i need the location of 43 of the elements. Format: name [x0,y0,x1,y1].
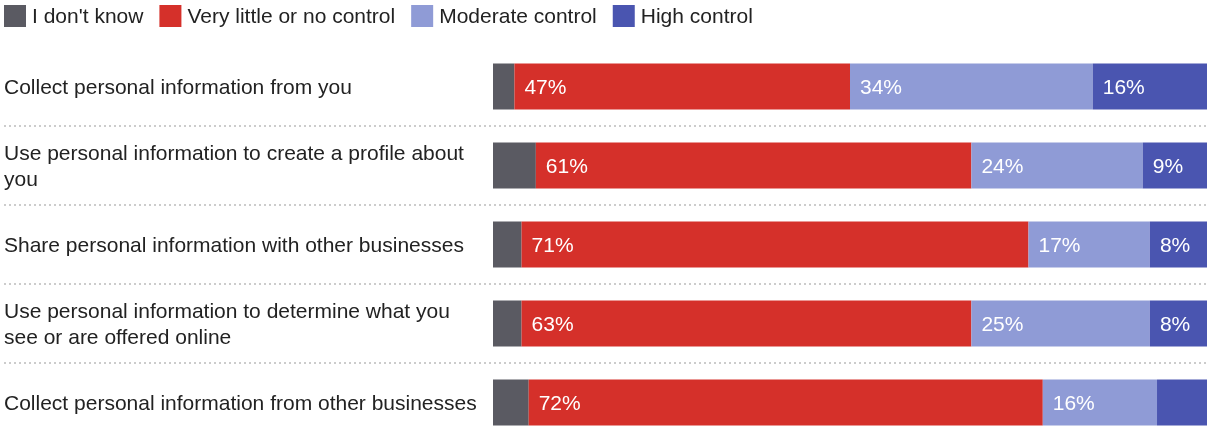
bar [850,63,1093,110]
bar [1092,63,1207,110]
y-tick-label: Collect personal information from other businesses [4,390,477,414]
bar [493,379,529,426]
bar [1028,221,1150,268]
bar [493,63,515,110]
data-label: 61% [545,153,588,177]
bar [528,379,1043,426]
data-label: 72% [538,390,581,414]
legend-label: High control [640,4,753,28]
bar [493,300,522,347]
bar [521,221,1029,268]
data-label: 8% [1159,311,1191,335]
data-label: 8% [1159,232,1191,256]
bar [493,142,536,189]
legend-label: Very little or no control [187,4,396,28]
data-label: 16% [1102,74,1145,98]
bar [1157,379,1207,426]
data-label: 25% [981,311,1024,335]
y-tick-label: Use personal information to create a profile about you [4,140,465,190]
legend-label: Moderate control [439,4,597,28]
bar [521,300,972,347]
data-label: 71% [531,232,574,256]
data-label: 34% [860,74,903,98]
bar [1149,300,1207,347]
bar [514,63,850,110]
data-label: 47% [524,74,567,98]
bar [1142,142,1207,189]
y-tick-label: Collect personal information from you [4,74,352,98]
data-label: 9% [1152,153,1184,177]
data-label: 16% [1052,390,1095,414]
data-label: 17% [1038,232,1081,256]
legend-label: I don't know [32,4,145,28]
bar [1042,379,1158,426]
bar [493,221,522,268]
data-label: 24% [981,153,1024,177]
bar [971,142,1143,189]
bar [1149,221,1207,268]
bar [535,142,972,189]
data-label: 63% [531,311,574,335]
y-tick-label: Use personal information to determine what you see or are offered online [4,298,450,348]
y-tick-label: Share personal information with other businesses [4,232,464,256]
bar [971,300,1150,347]
